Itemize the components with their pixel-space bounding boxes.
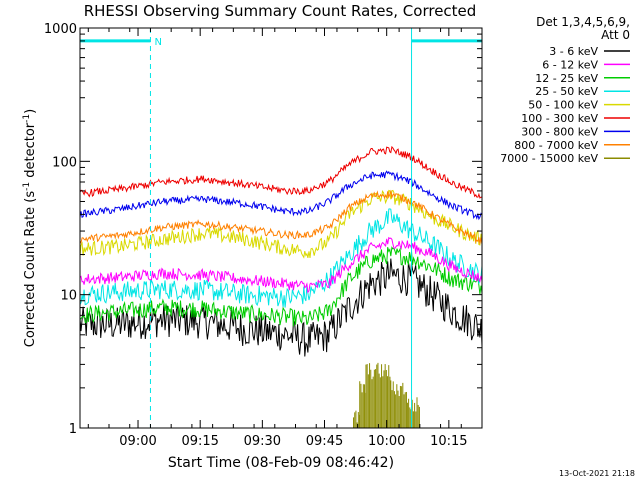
plot-frame — [79, 27, 483, 429]
chart-title: RHESSI Observing Summary Count Rates, Co… — [84, 2, 477, 20]
legend-entry-label: 12 - 25 keV — [535, 72, 598, 85]
series-line-6-12-kev — [79, 236, 483, 294]
x-tick-label: 09:15 — [181, 434, 218, 449]
x-tick-label: 09:00 — [119, 434, 156, 449]
legend-entry-label: 7000 - 15000 keV — [500, 152, 598, 165]
series-line-300-800-kev — [79, 170, 483, 221]
legend-header-line-2: Att 0 — [601, 28, 630, 42]
y-tick-label: 10 — [60, 289, 77, 304]
legend-header-line-1: Det 1,3,4,5,6,9, — [536, 15, 630, 29]
legend-entry-label: 100 - 300 keV — [521, 112, 598, 125]
y-axis-label-sup2: -1 — [22, 114, 32, 123]
legend-entry-label: 25 - 50 keV — [535, 85, 598, 98]
x-tick-label: 10:15 — [430, 434, 467, 449]
legend-entry-label: 3 - 6 keV — [549, 45, 598, 58]
y-axis-label-main: Corrected Count Rate (s — [23, 191, 38, 348]
series-line-800-7000-kev — [79, 189, 483, 245]
y-tick-label: 1 — [69, 422, 77, 437]
y-tick-label: 100 — [52, 155, 77, 170]
x-tick-label: 09:45 — [306, 434, 343, 449]
series-line-50-100-kev — [79, 189, 483, 259]
y-axis-label-end: ) — [23, 109, 38, 114]
legend-entry-label: 50 - 100 keV — [528, 99, 598, 112]
series-line-100-300-kev — [79, 145, 483, 199]
x-axis-label: Start Time (08-Feb-09 08:46:42) — [168, 455, 394, 471]
series-line-12-25-kev — [79, 246, 483, 327]
footer-timestamp: 13-Oct-2021 21:18 — [559, 469, 635, 478]
axis-layer: 1 10 100 1000 09:00 09:15 09:30 09:45 10:00 10:15 — [44, 22, 482, 449]
series-line-3-6-kev — [79, 258, 483, 357]
attenuator-label: N — [154, 37, 161, 48]
y-axis-label-mid: detector — [23, 122, 38, 182]
y-axis-label: Corrected Count Rate (s-1 detector-1) — [22, 109, 38, 347]
y-axis-label-sup1: -1 — [22, 182, 32, 191]
y-tick-label: 1000 — [44, 22, 77, 37]
series-steps-7000-15000-kev — [353, 362, 420, 428]
legend-entry-label: 6 - 12 keV — [542, 58, 598, 71]
series-line-25-50-kev — [79, 208, 483, 308]
legend-entry-label: 300 - 800 keV — [521, 125, 598, 138]
legend-entry-label: 800 - 7000 keV — [514, 139, 598, 152]
series-layer — [79, 145, 483, 428]
x-tick-label: 10:00 — [368, 434, 405, 449]
x-tick-label: 09:30 — [244, 434, 281, 449]
